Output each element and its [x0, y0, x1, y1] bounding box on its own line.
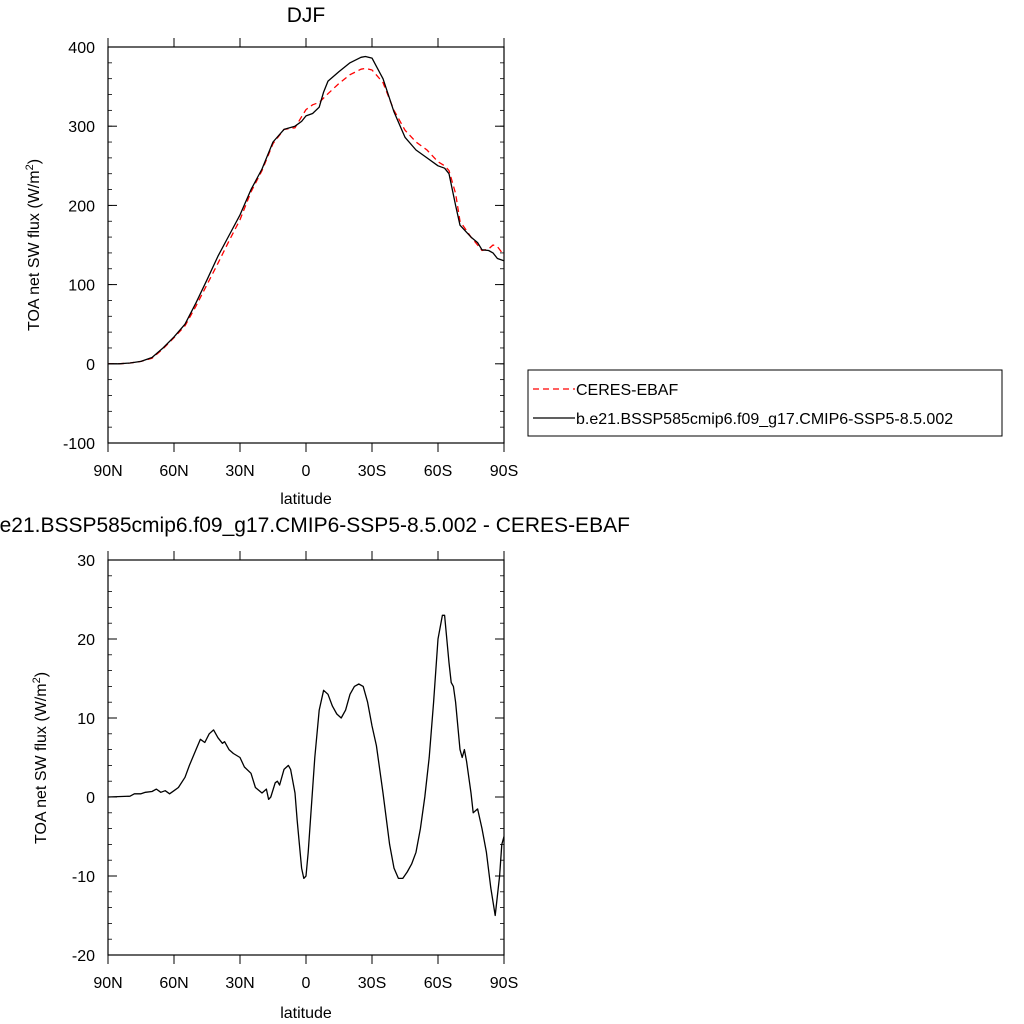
bottom-xtick-label: 60N [159, 975, 188, 992]
panel-bottom-difference: b.e21.BSSP585cmip6.f09_g17.CMIP6-SSP5-8.… [0, 514, 630, 1022]
top-xtick-label: 90S [490, 463, 518, 480]
legend-label-ceres: CERES-EBAF [576, 382, 678, 399]
bottom-x-axis-label: latitude [280, 1005, 332, 1022]
bottom-ytick-label: 20 [77, 632, 95, 649]
top-xtick-label: 30S [358, 463, 386, 480]
bottom-xtick-label: 90N [93, 975, 122, 992]
bottom-ytick-label: -10 [72, 869, 95, 886]
top-y-axis-label-main: TOA net SW flux (W/m [26, 170, 43, 331]
bottom-xtick-label: 60S [424, 975, 452, 992]
top-axis-ticks [107, 38, 505, 452]
bottom-series-lines [108, 614, 504, 917]
bottom-ytick-label: 10 [77, 711, 95, 728]
top-ytick-label: 200 [68, 198, 95, 215]
top-xtick-label: 60N [159, 463, 188, 480]
top-chart-title: DJF [287, 4, 326, 27]
bottom-xtick-label: 0 [302, 975, 311, 992]
bottom-xtick-label: 30S [358, 975, 386, 992]
bottom-series-line-0 [108, 614, 504, 917]
top-y-axis-label-sup: 2 [24, 164, 36, 170]
top-xtick-label: 90N [93, 463, 122, 480]
bottom-xtick-label: 90S [490, 975, 518, 992]
bottom-xtick-label: 30N [225, 975, 254, 992]
top-x-axis-label: latitude [280, 491, 332, 508]
bottom-chart-title: b.e21.BSSP585cmip6.f09_g17.CMIP6-SSP5-8.… [0, 514, 630, 537]
bottom-ytick-label: -20 [72, 948, 95, 965]
bottom-y-tick-labels: -20 -10 0 10 20 30 [72, 553, 95, 965]
bottom-ytick-label: 0 [86, 790, 95, 807]
top-series-line-0 [108, 67, 504, 365]
top-ytick-label: 0 [86, 357, 95, 374]
bottom-ytick-label: 30 [77, 553, 95, 570]
top-y-axis-label-close: ) [26, 159, 43, 164]
legend-box [527, 369, 1003, 437]
top-series-line-1 [108, 55, 504, 365]
top-y-axis-label: TOA net SW flux (W/m2) [24, 159, 43, 331]
top-xtick-label: 30N [225, 463, 254, 480]
bottom-y-axis-label-sup: 2 [31, 677, 43, 683]
legend-label-model: b.e21.BSSP585cmip6.f09_g17.CMIP6-SSP5-8.… [576, 411, 953, 428]
legend: CERES-EBAF b.e21.BSSP585cmip6.f09_g17.CM… [527, 369, 1003, 437]
top-xtick-label: 0 [302, 463, 311, 480]
top-series-lines [108, 55, 504, 365]
top-plot-frame [107, 46, 505, 444]
bottom-y-axis-label-close: ) [33, 672, 50, 677]
bottom-axis-ticks [107, 551, 505, 964]
bottom-y-axis-label-main: TOA net SW flux (W/m [33, 683, 50, 844]
top-ytick-label: 400 [68, 40, 95, 57]
bottom-x-tick-labels: 90N 60N 30N 0 30S 60S 90S [93, 975, 518, 992]
bottom-y-axis-label: TOA net SW flux (W/m2) [31, 672, 50, 844]
top-xtick-label: 60S [424, 463, 452, 480]
top-ytick-label: 300 [68, 119, 95, 136]
top-x-tick-labels: 90N 60N 30N 0 30S 60S 90S [93, 463, 518, 480]
top-ytick-label: -100 [63, 436, 95, 453]
top-y-tick-labels: -100 0 100 200 300 400 [63, 40, 95, 453]
top-ytick-label: 100 [68, 278, 95, 295]
